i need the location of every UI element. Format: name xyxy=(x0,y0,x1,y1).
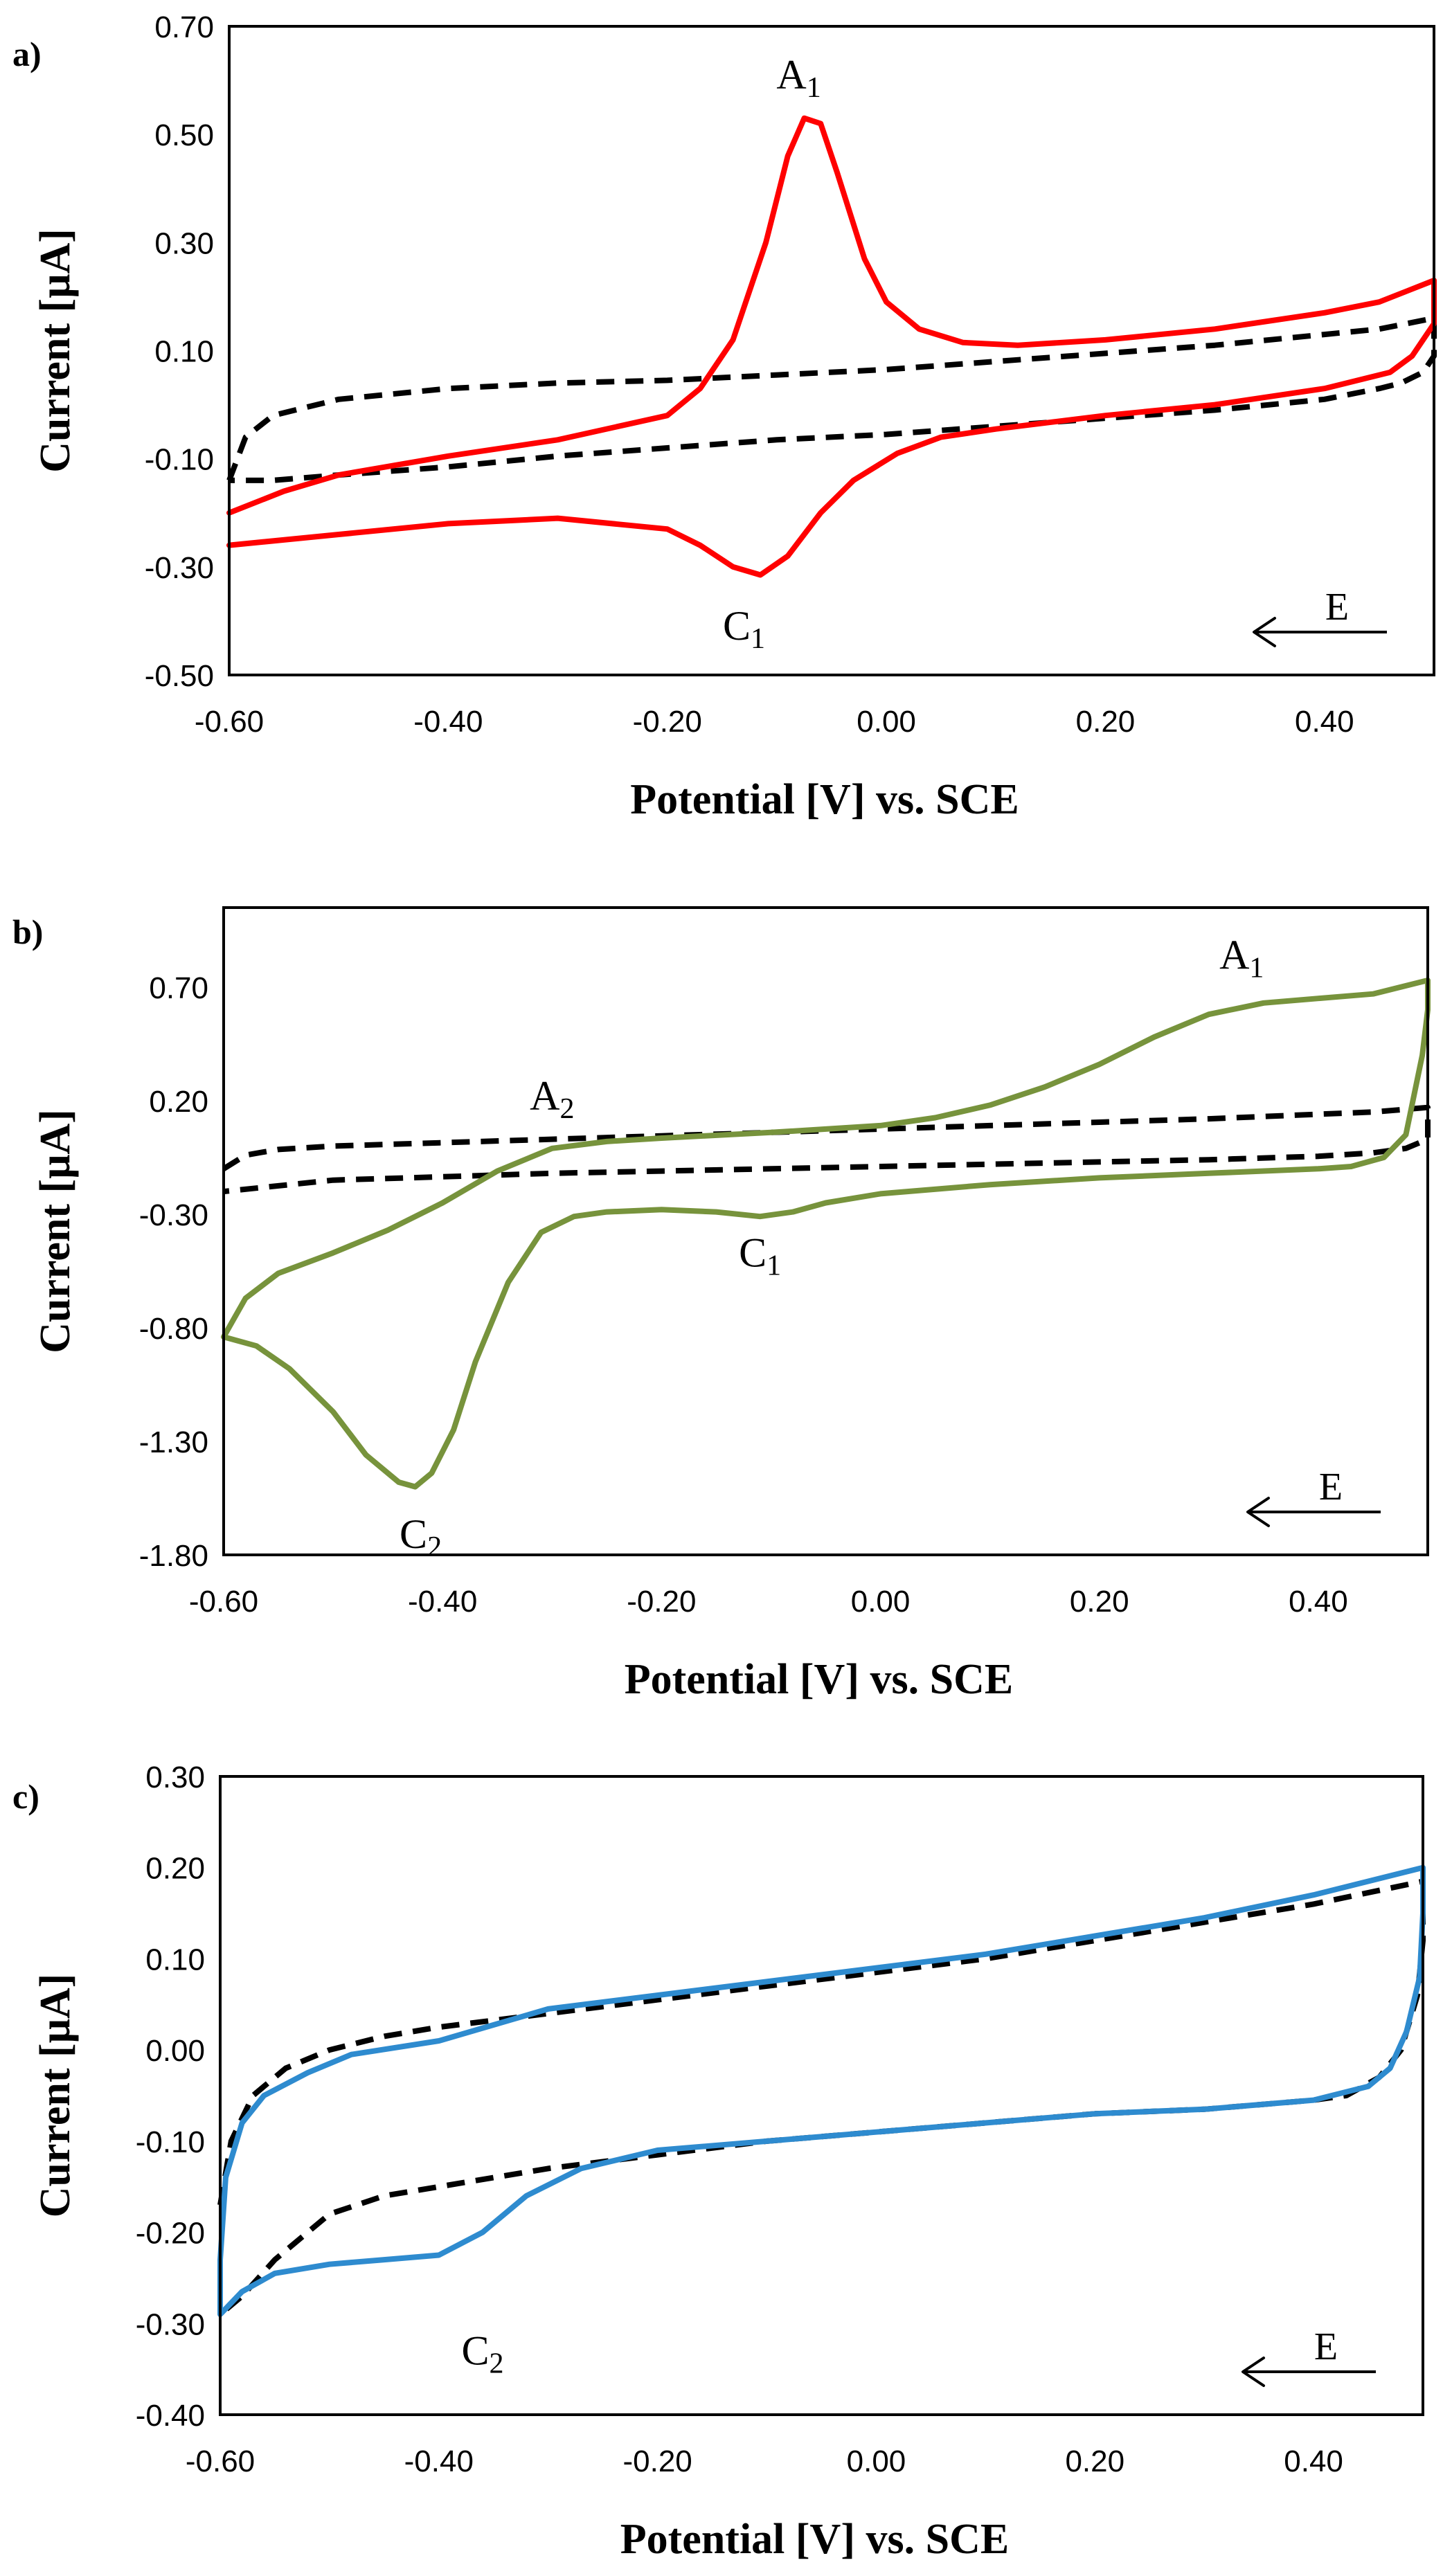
scan-direction-label: E xyxy=(1319,1466,1343,1508)
y-tick-label: 0.50 xyxy=(154,118,214,152)
sample-curve xyxy=(217,1864,1426,2318)
panel-b: b) 0.70 0.20 -0.30 -0.80 -1.30 -1.80 -0.60 -0.40… xyxy=(12,906,1431,1703)
y-tick-label: 0.00 xyxy=(145,2034,205,2068)
panel-a: a) 0.70 0.50 0.30 0.10 -0.10 -0.30 -0.50 -0.60 -0… xyxy=(12,10,1437,823)
plot-frame xyxy=(219,1775,1424,2416)
x-tick-label: 0.00 xyxy=(851,1585,911,1619)
scan-direction-arrowhead xyxy=(1246,1497,1270,1527)
x-tick-label: 0.20 xyxy=(1065,2444,1124,2478)
peak-label: A2 xyxy=(530,1073,574,1125)
peak-label: A1 xyxy=(776,52,821,104)
scan-direction-arrowhead xyxy=(1242,2357,1265,2387)
x-tick-label: -0.20 xyxy=(622,2444,692,2478)
y-tick-label: 0.70 xyxy=(149,971,208,1005)
y-tick-label: -0.20 xyxy=(136,2217,205,2251)
x-axis-title: Potential [V] vs. SCE xyxy=(630,776,1019,823)
plot-frame xyxy=(222,906,1429,1556)
y-tick-label: -1.80 xyxy=(139,1539,208,1573)
panel-c: c) 0.30 0.20 0.10 0.00 -0.10 -0.20 -0.30 -0.40 -0… xyxy=(12,1760,1426,2563)
x-tick-label: -0.20 xyxy=(633,705,702,739)
y-axis-title: Current [μA] xyxy=(32,1109,79,1353)
x-tick-label: -0.60 xyxy=(186,2444,255,2478)
y-tick-label: -0.80 xyxy=(139,1312,208,1346)
y-tick-label: -0.10 xyxy=(136,2125,205,2159)
x-tick-label: -0.60 xyxy=(189,1585,258,1619)
y-axis-title: Current [μA] xyxy=(32,228,79,473)
y-tick-label: -0.30 xyxy=(145,551,214,585)
x-tick-label: -0.40 xyxy=(413,705,483,739)
scan-direction-arrowhead xyxy=(1253,617,1276,647)
x-tick-label: 0.20 xyxy=(1070,1585,1129,1619)
y-tick-label: -0.40 xyxy=(136,2399,205,2433)
scan-direction-label: E xyxy=(1325,586,1349,629)
peak-label: C1 xyxy=(739,1230,781,1281)
x-axis-title: Potential [V] vs. SCE xyxy=(625,1656,1013,1703)
y-tick-label: 0.10 xyxy=(145,1943,205,1976)
panel-label: b) xyxy=(12,912,43,951)
y-tick-label: 0.20 xyxy=(145,1852,205,1886)
x-tick-label: 0.00 xyxy=(857,705,916,739)
y-tick-label: -0.30 xyxy=(136,2307,205,2341)
x-tick-label: 0.40 xyxy=(1289,1585,1348,1619)
x-tick-label: -0.40 xyxy=(404,2444,474,2478)
panel-label: a) xyxy=(12,35,42,73)
panel-label: c) xyxy=(12,1777,39,1816)
peak-label: C2 xyxy=(461,2328,503,2380)
y-axis-title: Current [μA] xyxy=(32,1974,79,2218)
y-tick-label: -0.50 xyxy=(145,659,214,693)
y-tick-label: -0.30 xyxy=(139,1198,208,1232)
scan-direction-label: E xyxy=(1314,2325,1338,2368)
peak-label: C1 xyxy=(723,603,765,655)
x-tick-label: -0.20 xyxy=(627,1585,696,1619)
sample-curve xyxy=(221,978,1431,1490)
x-axis-title: Potential [V] vs. SCE xyxy=(620,2516,1009,2563)
y-tick-label: 0.70 xyxy=(154,10,214,44)
sample-curve xyxy=(226,115,1437,578)
plot-frame xyxy=(228,25,1435,676)
x-tick-label: -0.60 xyxy=(195,705,264,739)
x-tick-label: 0.00 xyxy=(847,2444,906,2478)
y-tick-label: 0.10 xyxy=(154,335,214,369)
y-tick-label: -0.10 xyxy=(145,443,214,477)
x-tick-label: 0.40 xyxy=(1284,2444,1343,2478)
x-tick-label: 0.20 xyxy=(1076,705,1136,739)
y-tick-label: -1.30 xyxy=(139,1425,208,1459)
y-tick-label: 0.30 xyxy=(145,1760,205,1794)
y-tick-label: 0.20 xyxy=(149,1085,208,1119)
x-tick-label: 0.40 xyxy=(1295,705,1354,739)
x-tick-label: -0.40 xyxy=(408,1585,477,1619)
y-tick-label: 0.30 xyxy=(154,226,214,260)
